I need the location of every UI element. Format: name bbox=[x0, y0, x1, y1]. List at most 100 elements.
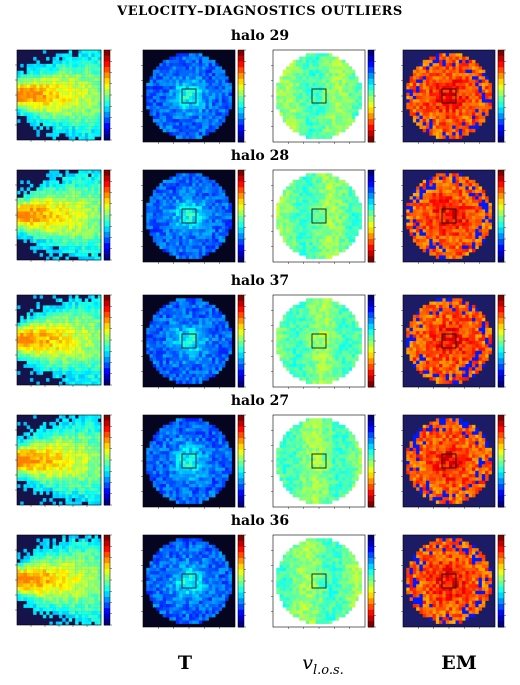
phase-cell bbox=[23, 350, 27, 355]
map-cell bbox=[409, 222, 414, 227]
map-cell bbox=[348, 242, 353, 246]
map-cell bbox=[189, 235, 193, 240]
map-cell bbox=[442, 212, 446, 217]
phase-cell bbox=[23, 211, 27, 216]
map-cell bbox=[426, 105, 430, 110]
map-cell bbox=[152, 239, 157, 243]
map-cell bbox=[202, 199, 206, 204]
map-cell bbox=[179, 76, 183, 80]
map-cell bbox=[468, 79, 473, 84]
map-cell bbox=[195, 89, 200, 93]
phase-cell bbox=[17, 91, 21, 96]
map-cell bbox=[328, 125, 333, 130]
map-cell bbox=[212, 66, 216, 70]
phase-cell bbox=[49, 242, 53, 247]
phase-cell bbox=[81, 232, 86, 236]
map-cell bbox=[342, 86, 346, 90]
map-cell bbox=[315, 89, 320, 93]
map-cell bbox=[169, 199, 173, 204]
map-cell bbox=[162, 128, 167, 133]
map-cell bbox=[465, 79, 469, 84]
map-cell bbox=[166, 183, 170, 187]
map-cell bbox=[422, 235, 427, 240]
map-cell bbox=[198, 73, 203, 77]
map-cell bbox=[228, 102, 232, 107]
phase-cell bbox=[42, 81, 47, 85]
map-cell bbox=[305, 59, 310, 64]
phase-cell bbox=[26, 95, 31, 99]
phase-cell bbox=[78, 170, 82, 174]
phase-cell bbox=[68, 242, 73, 247]
map-cell bbox=[172, 105, 177, 110]
map-cell bbox=[432, 86, 437, 90]
map-cell bbox=[452, 86, 456, 90]
map-cell bbox=[442, 56, 446, 61]
map-cell bbox=[465, 63, 469, 67]
map-cell bbox=[332, 235, 336, 240]
map-cell bbox=[166, 222, 170, 227]
phase-cell bbox=[49, 249, 53, 254]
map-cell bbox=[435, 73, 440, 77]
map-cell bbox=[146, 212, 150, 217]
map-cell bbox=[406, 212, 410, 217]
phase-cell bbox=[26, 105, 31, 110]
map-cell bbox=[276, 99, 280, 103]
phase-cell bbox=[59, 364, 63, 368]
map-cell bbox=[462, 122, 466, 126]
phase-cell bbox=[78, 122, 82, 127]
phase-cell bbox=[78, 235, 82, 240]
phase-cell bbox=[52, 129, 56, 134]
phase-cell bbox=[55, 112, 60, 116]
map-cell bbox=[179, 183, 183, 187]
map-cell bbox=[342, 63, 346, 67]
map-cell bbox=[202, 69, 206, 74]
map-cell bbox=[185, 73, 190, 77]
map-cell bbox=[429, 59, 433, 64]
map-cell bbox=[302, 202, 307, 207]
map-cell bbox=[172, 206, 177, 210]
map-cell bbox=[412, 229, 417, 233]
map-cell bbox=[422, 125, 427, 130]
colorbar-swatch bbox=[368, 227, 374, 234]
map-cell bbox=[439, 135, 443, 139]
map-cell bbox=[429, 86, 433, 90]
phase-cell bbox=[26, 350, 31, 355]
phase-cell bbox=[36, 105, 40, 110]
map-cell bbox=[292, 239, 297, 243]
map-cell bbox=[442, 248, 446, 253]
phase-cell bbox=[59, 88, 63, 92]
map-cell bbox=[351, 73, 356, 77]
map-cell bbox=[302, 199, 307, 204]
map-cell bbox=[212, 99, 216, 103]
phase-cell bbox=[68, 108, 73, 113]
map-cell bbox=[462, 225, 466, 230]
map-cell bbox=[315, 232, 320, 236]
map-cell bbox=[279, 102, 284, 107]
map-cell bbox=[355, 212, 359, 217]
map-cell bbox=[325, 109, 330, 113]
phase-cell bbox=[39, 101, 44, 106]
phase-cell bbox=[42, 115, 47, 120]
map-cell bbox=[159, 109, 163, 113]
map-cell bbox=[192, 235, 196, 240]
map-cell bbox=[442, 89, 446, 93]
map-cell bbox=[442, 189, 446, 194]
map-cell bbox=[342, 76, 346, 80]
map-cell bbox=[429, 115, 433, 120]
colorbar-swatch bbox=[368, 61, 374, 68]
map-cell bbox=[166, 219, 170, 223]
map-cell bbox=[146, 202, 150, 207]
map-cell bbox=[172, 196, 177, 200]
phase-cell bbox=[26, 84, 31, 89]
map-cell bbox=[455, 112, 460, 116]
phase-cell bbox=[65, 242, 69, 247]
map-cell bbox=[282, 235, 287, 240]
map-cell bbox=[328, 245, 333, 250]
phase-cell bbox=[49, 176, 53, 181]
phase-cell bbox=[65, 67, 69, 71]
map-cell bbox=[162, 189, 167, 194]
map-cell bbox=[426, 125, 430, 130]
map-cell bbox=[319, 59, 323, 64]
map-cell bbox=[475, 239, 479, 243]
map-cell bbox=[169, 76, 173, 80]
